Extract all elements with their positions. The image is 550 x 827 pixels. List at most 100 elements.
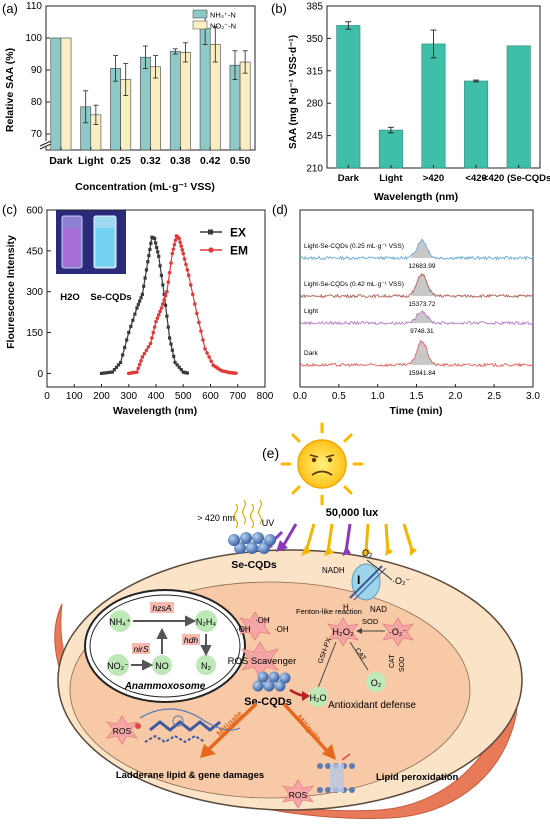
nad-label: NAD [370,605,387,614]
marker-c [190,292,195,297]
marker-c [169,342,173,346]
inset-label-h2o: H2O [60,292,80,303]
n2-label: N₂ [201,661,211,671]
marker-c [118,360,123,365]
wavy-light-icon [233,499,263,529]
panel-d: (d) Time (min) 0.0 0.5 1.0 1.5 2.0 2.5 3.0 Ligh… [272,202,540,417]
se-cqds-top-label: Se-CQDs [231,559,277,571]
bar-a [169,51,181,151]
sod-label: SOD [362,617,379,626]
panel-c-label: (c) [2,202,17,217]
marker-c [108,370,112,374]
marker-c [170,251,175,256]
panel-b: (b) SAA (mg N·g⁻¹ VSS·d⁻¹) Wavelength (n… [271,1,550,203]
marker-c [179,244,184,248]
lipid-bilayer-icon [317,753,355,793]
marker-c [131,318,135,322]
marker-c [161,283,165,287]
marker-c [127,330,131,335]
o2-bottom-label: O₂ [371,678,382,688]
marker-c [135,370,139,374]
peak-area-label-d: 12683.99 [408,263,435,270]
marker-c [110,370,114,374]
marker-c [152,325,157,329]
marker-c [185,268,190,272]
x-tick-label-b: >420 [423,173,444,184]
marker-c [146,345,151,349]
marker-c [156,313,161,317]
marker-c [177,365,181,369]
no2-label: NO₂⁻ [107,661,129,671]
marker-c [156,250,160,254]
hdh-label: hdh [184,635,198,645]
marker-c [162,292,166,297]
marker-c [162,298,166,302]
x-tick-label-c: 200 [93,391,110,402]
n2h4-label: N₂H₄ [196,617,216,627]
marker-c [179,368,183,372]
legend-label-a: NH₄⁺-N [210,11,236,20]
lipid-label: Lipid peroxidation [376,772,459,783]
y-tick-label-c: 600 [26,206,43,217]
o2-minus-top-label: ·O₂⁻ [392,576,410,586]
marker-c [203,347,207,351]
axis-break-mark [39,143,52,150]
nadh-label: NADH [322,566,345,575]
marker-c [181,251,186,256]
bar-a [239,61,251,151]
oh-label-2: ·OH [255,616,270,625]
bar-a [199,28,211,151]
marker-c [139,296,143,300]
h2o-label: H₂O [310,693,327,703]
marker-c [184,262,188,267]
se-cqds-cluster-center [252,671,291,692]
y-tick-label-b: 280 [306,99,323,110]
bar-b [336,25,361,169]
marker-c [178,240,182,245]
o2-radical-label: ·O₂⁻ [389,627,407,637]
panel-a-xlabel: Concentration (mL·g⁻¹ VSS) [75,181,215,193]
marker-c [201,338,205,342]
marker-c [172,242,177,247]
x-tick-label-d: 3.0 [526,391,540,402]
marker-c [151,330,156,335]
marker-c [114,365,119,369]
marker-c [170,348,174,352]
marker-c [169,261,173,265]
ros-scavenger-label: ROS Scavenger [228,656,297,667]
x-tick-label-a: 0.25 [110,155,131,167]
x-tick-label-a: 0.38 [170,155,191,167]
panel-a-label: (a) [2,1,18,16]
marker-c [161,302,165,306]
marker-c [139,358,143,363]
marker-c [166,280,171,284]
marker-c [165,289,169,294]
y-tick-label-a: 70 [31,129,43,140]
bar-b [421,43,446,169]
x-tick-label-d: 1.5 [410,391,424,402]
marker-c [158,264,162,268]
x-tick-label-c: 600 [202,391,219,402]
y-tick-label-b: 245 [306,131,323,142]
panel-b-xlabel: Wavelength (nm) [374,191,458,203]
marker-c [148,247,152,252]
marker-c [186,273,191,278]
marker-c [144,268,149,272]
marker-c [171,247,176,251]
peak-area-label-d: 15941.84 [408,370,435,377]
y-tick-label-a: 80 [31,97,43,108]
marker-c [125,338,129,342]
x-tick-label-a: 0.32 [140,155,161,167]
panel-d-label: (d) [272,202,288,217]
sun-icon [280,422,364,506]
marker-c [99,371,104,375]
y-tick-label-b: 350 [306,34,323,45]
axis-break-mark [39,140,52,147]
oh-label-1: ·OH [236,625,251,634]
x-tick-label-a: 0.50 [230,155,251,167]
marker-c [173,360,177,365]
marker-c [137,362,142,367]
x-tick-label-c: 0 [44,391,50,402]
marker-c [166,325,170,329]
